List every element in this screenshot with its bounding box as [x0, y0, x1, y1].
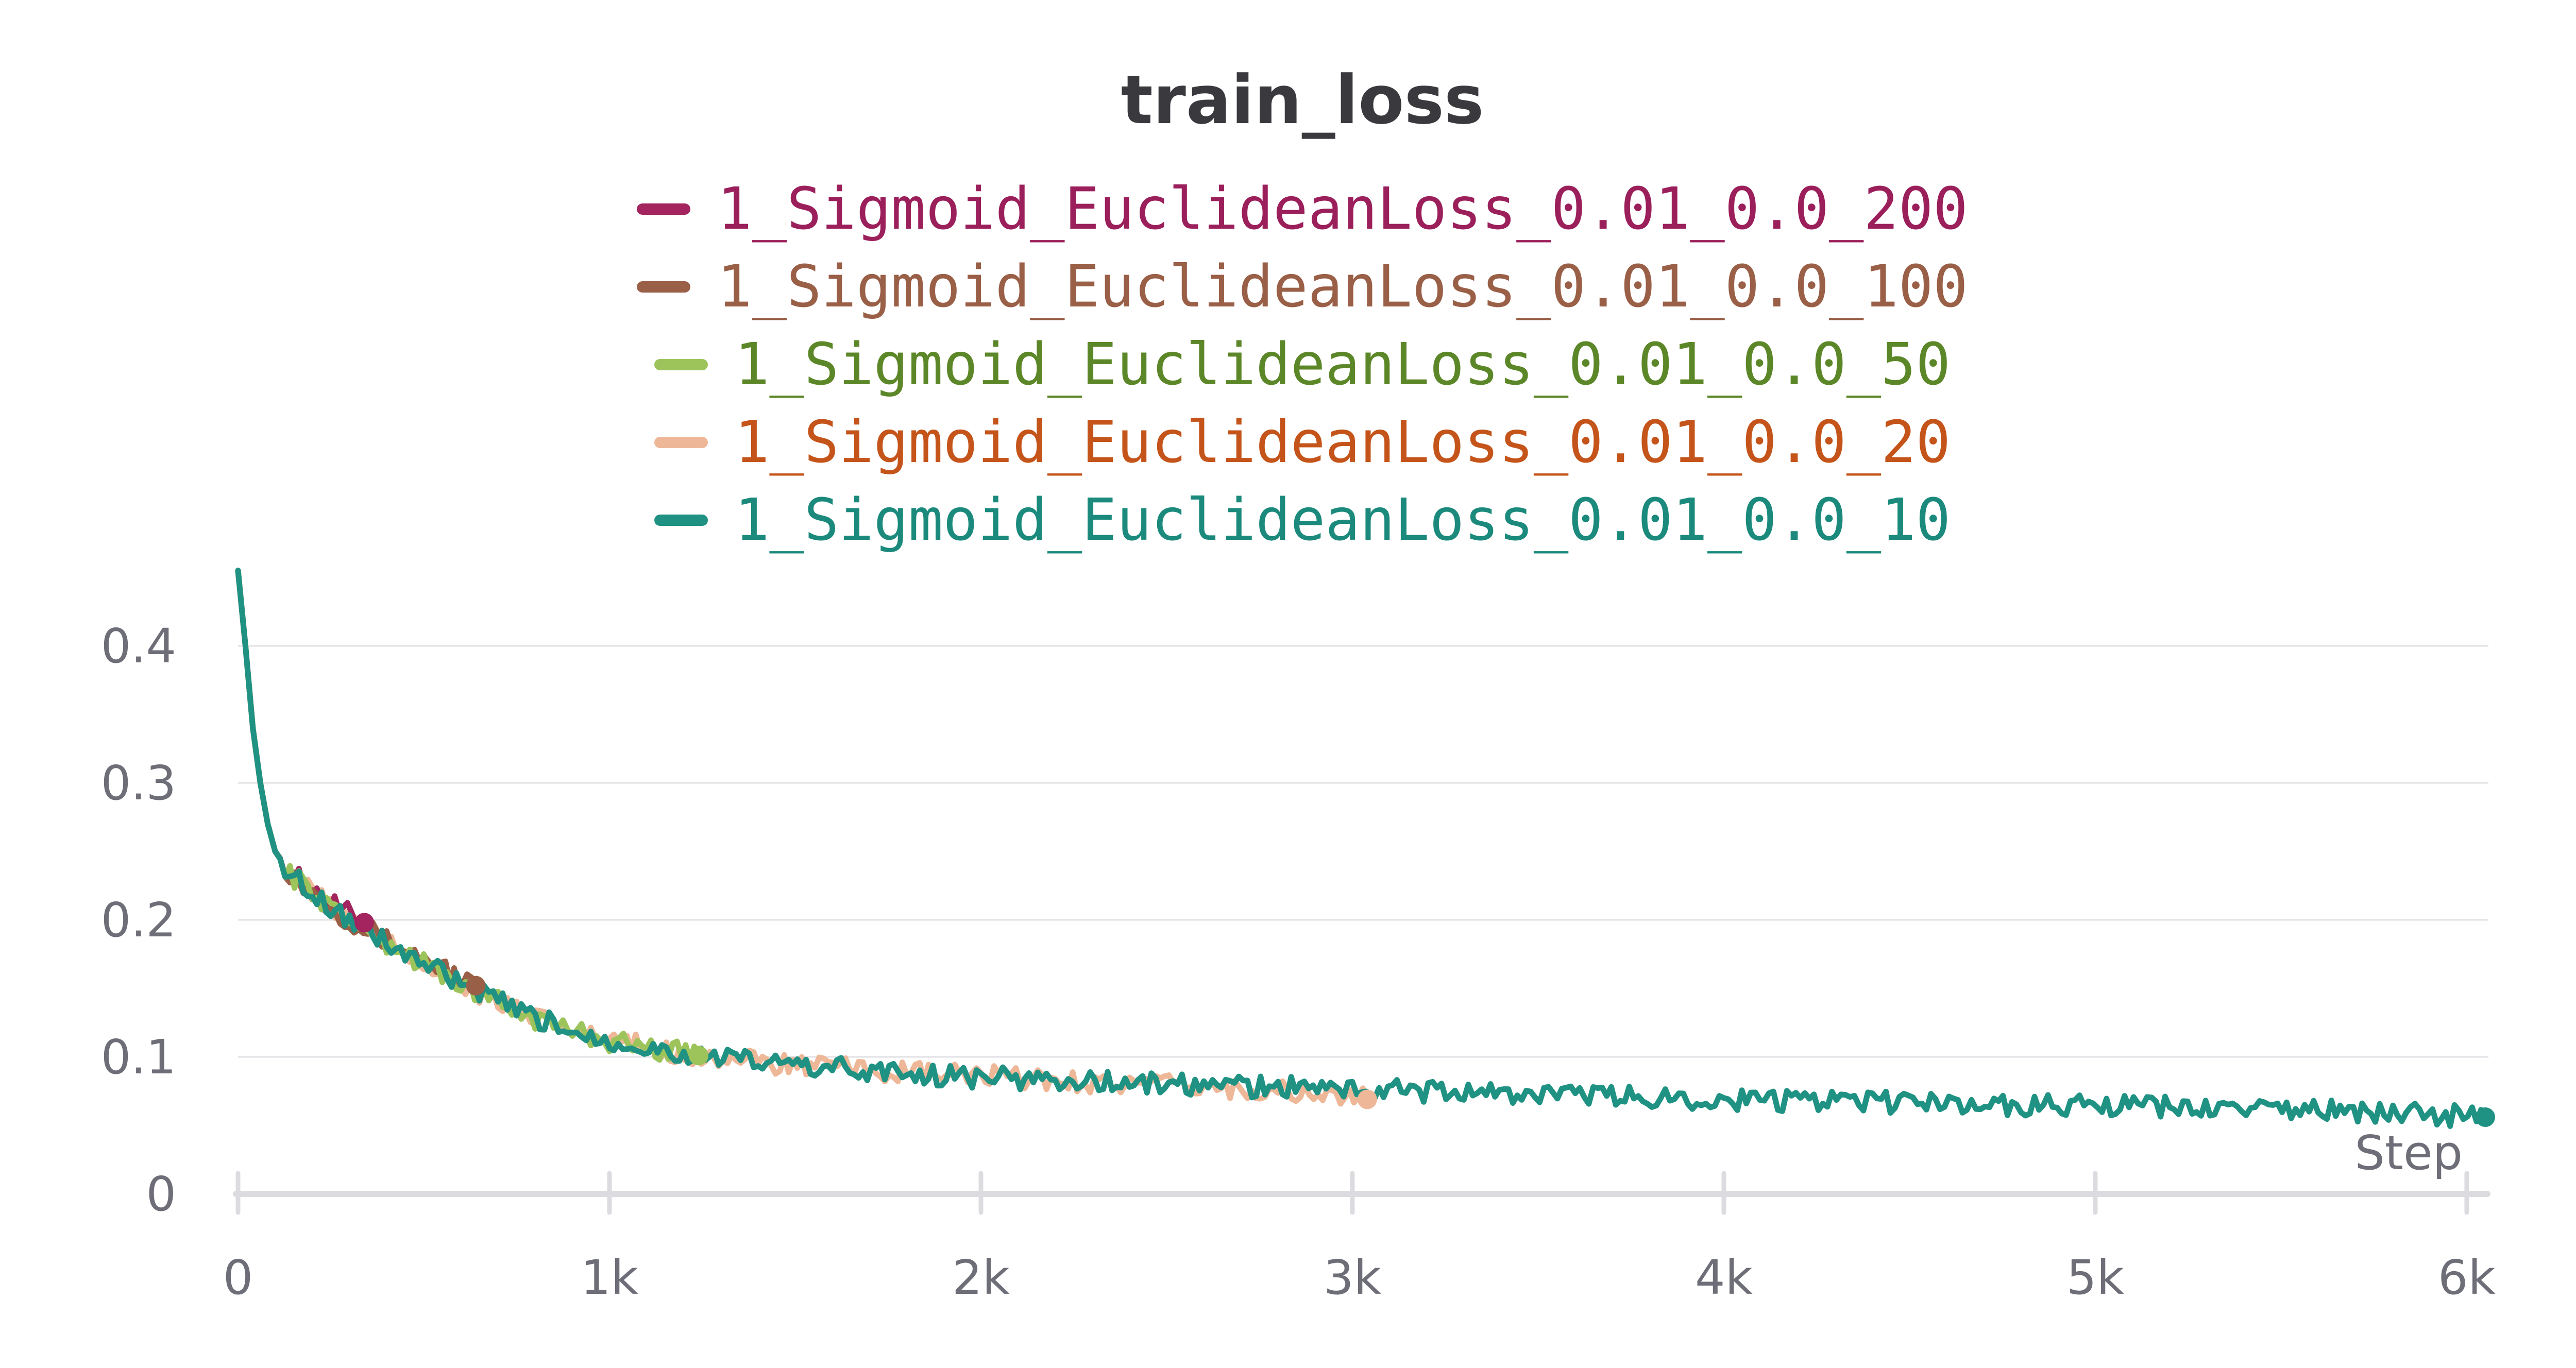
legend-swatch: [654, 436, 708, 448]
gridlines: [238, 645, 2488, 1058]
series-end-marker: [1357, 1089, 1377, 1109]
x-axis-label: Step: [2355, 1125, 2463, 1181]
series-end-marker: [466, 976, 486, 996]
legend-label: 1_Sigmoid_EuclideanLoss_0.01_0.0_20: [734, 408, 1951, 476]
y-tick-label: 0.4: [101, 619, 176, 674]
legend-item[interactable]: 1_Sigmoid_EuclideanLoss_0.01_0.0_50: [654, 326, 1951, 403]
y-tick-label: 0: [146, 1167, 176, 1222]
legend-label: 1_Sigmoid_EuclideanLoss_0.01_0.0_200: [717, 175, 1968, 243]
y-tick-label: 0.2: [101, 893, 176, 948]
legend-item[interactable]: 1_Sigmoid_EuclideanLoss_0.01_0.0_10: [654, 481, 1951, 559]
y-tick-label: 0.3: [101, 756, 176, 811]
legend-item[interactable]: 1_Sigmoid_EuclideanLoss_0.01_0.0_200: [637, 170, 1968, 248]
x-tick-label: 2k: [952, 1250, 1010, 1305]
x-tick-label: 4k: [1695, 1250, 1753, 1305]
series-end-marker: [2476, 1107, 2495, 1127]
legend-swatch: [654, 358, 708, 370]
chart-title: train_loss: [1121, 61, 1484, 139]
legend-swatch: [637, 203, 691, 215]
legend-label: 1_Sigmoid_EuclideanLoss_0.01_0.0_50: [734, 331, 1951, 398]
x-tick-label: 0: [223, 1250, 253, 1305]
legend-label: 1_Sigmoid_EuclideanLoss_0.01_0.0_100: [717, 253, 1968, 320]
x-tick-label: 1k: [581, 1250, 639, 1305]
x-tick-label: 5k: [2066, 1250, 2125, 1305]
series-line: [235, 568, 1370, 1107]
x-tick-label: 3k: [1324, 1250, 1382, 1305]
series-line: [235, 568, 2488, 1129]
y-tick-label: 0.1: [101, 1030, 176, 1085]
legend-swatch: [637, 281, 691, 293]
legend-label: 1_Sigmoid_EuclideanLoss_0.01_0.0_10: [734, 486, 1951, 554]
series-lines: [235, 568, 2488, 1129]
legend-swatch: [654, 514, 708, 526]
x-tick-label: 6k: [2438, 1250, 2496, 1305]
series-end-marker: [354, 913, 375, 933]
legend-item[interactable]: 1_Sigmoid_EuclideanLoss_0.01_0.0_100: [637, 248, 1968, 326]
series-end-marker: [689, 1046, 709, 1066]
legend-item[interactable]: 1_Sigmoid_EuclideanLoss_0.01_0.0_20: [654, 403, 1951, 481]
legend: 1_Sigmoid_EuclideanLoss_0.01_0.0_200 1_Si…: [0, 170, 2576, 559]
